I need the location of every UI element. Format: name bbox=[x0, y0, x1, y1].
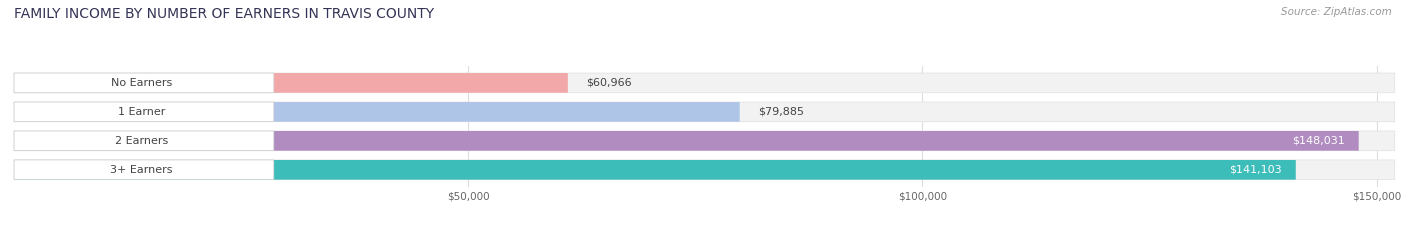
Text: Source: ZipAtlas.com: Source: ZipAtlas.com bbox=[1281, 7, 1392, 17]
FancyBboxPatch shape bbox=[14, 160, 1395, 180]
FancyBboxPatch shape bbox=[14, 102, 1395, 122]
FancyBboxPatch shape bbox=[14, 131, 274, 151]
Text: No Earners: No Earners bbox=[111, 78, 172, 88]
FancyBboxPatch shape bbox=[14, 73, 1395, 93]
Text: 3+ Earners: 3+ Earners bbox=[110, 165, 173, 175]
Text: FAMILY INCOME BY NUMBER OF EARNERS IN TRAVIS COUNTY: FAMILY INCOME BY NUMBER OF EARNERS IN TR… bbox=[14, 7, 434, 21]
FancyBboxPatch shape bbox=[14, 73, 274, 93]
Text: $79,885: $79,885 bbox=[758, 107, 804, 117]
Text: $141,103: $141,103 bbox=[1229, 165, 1282, 175]
FancyBboxPatch shape bbox=[14, 131, 1358, 151]
Text: 2 Earners: 2 Earners bbox=[115, 136, 169, 146]
Text: $148,031: $148,031 bbox=[1292, 136, 1346, 146]
Text: $60,966: $60,966 bbox=[586, 78, 631, 88]
FancyBboxPatch shape bbox=[14, 160, 1296, 180]
FancyBboxPatch shape bbox=[14, 102, 274, 122]
FancyBboxPatch shape bbox=[14, 160, 274, 180]
Text: 1 Earner: 1 Earner bbox=[118, 107, 166, 117]
FancyBboxPatch shape bbox=[14, 131, 1395, 151]
FancyBboxPatch shape bbox=[14, 73, 568, 93]
FancyBboxPatch shape bbox=[14, 102, 740, 122]
